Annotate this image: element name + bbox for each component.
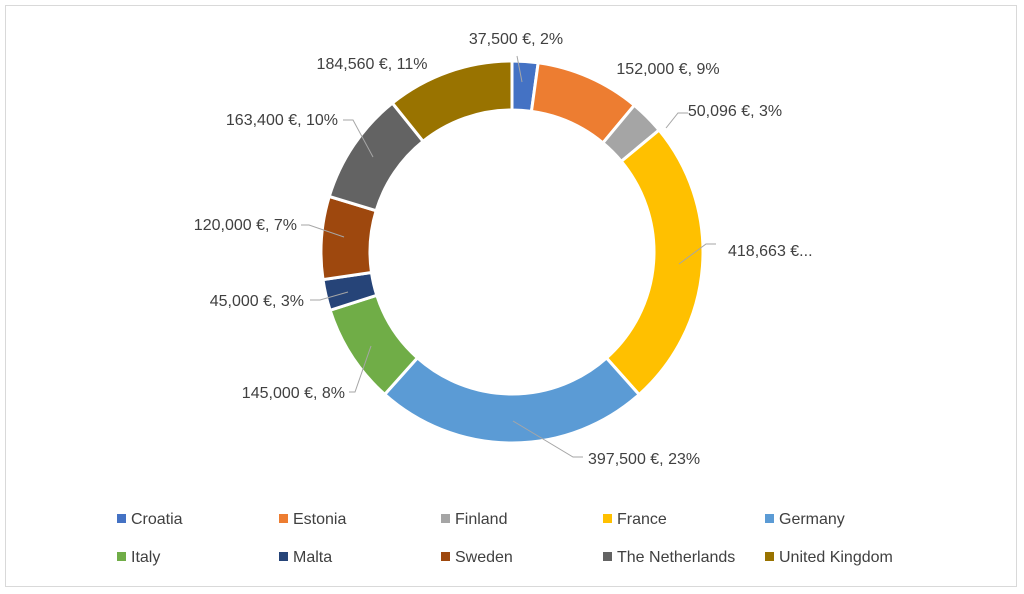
legend-label-croatia: Croatia <box>131 511 183 528</box>
legend-item-croatia: Croatia <box>117 511 183 528</box>
legend-swatch-united-kingdom <box>765 552 774 561</box>
data-label-croatia: 37,500 €, 2% <box>469 31 563 48</box>
legend-label-malta: Malta <box>293 549 332 566</box>
legend-item-finland: Finland <box>441 511 507 528</box>
legend-swatch-italy <box>117 552 126 561</box>
legend-label-italy: Italy <box>131 549 160 566</box>
legend-swatch-malta <box>279 552 288 561</box>
leader-line-germany <box>512 420 583 458</box>
legend-label-the-netherlands: The Netherlands <box>617 549 735 566</box>
data-label-the-netherlands: 163,400 €, 10% <box>226 112 338 129</box>
slice-germany <box>382 355 642 445</box>
leader-line-finland <box>665 112 688 129</box>
data-label-finland: 50,096 €, 3% <box>688 103 782 120</box>
legend: Croatia Estonia Finland France Germany Italy M… <box>117 511 893 566</box>
legend-swatch-germany <box>765 514 774 523</box>
leader-line-croatia <box>516 55 523 83</box>
legend-label-finland: Finland <box>455 511 507 528</box>
legend-label-france: France <box>617 511 667 528</box>
slice-united-kingdom <box>390 59 514 144</box>
legend-label-germany: Germany <box>779 511 845 528</box>
legend-label-sweden: Sweden <box>455 549 513 566</box>
legend-swatch-france <box>603 514 612 523</box>
legend-item-united-kingdom: United Kingdom <box>765 549 893 566</box>
leader-line-sweden <box>301 224 345 238</box>
leader-lines-group <box>301 55 716 458</box>
legend-item-italy: Italy <box>117 549 160 566</box>
legend-label-united-kingdom: United Kingdom <box>779 549 893 566</box>
data-labels-group: 37,500 €, 2% 152,000 €, 9% 50,096 €, 3% 418… <box>194 31 813 468</box>
legend-item-malta: Malta <box>279 549 332 566</box>
legend-swatch-the-netherlands <box>603 552 612 561</box>
data-label-italy: 145,000 €, 8% <box>242 385 345 402</box>
data-label-france: 418,663 €... <box>728 243 813 260</box>
leader-line-italy <box>349 345 372 393</box>
leader-line-the-netherlands <box>343 119 374 158</box>
leader-line-france <box>678 243 716 265</box>
legend-swatch-sweden <box>441 552 450 561</box>
legend-item-estonia: Estonia <box>279 511 346 528</box>
legend-item-france: France <box>603 511 667 528</box>
data-label-sweden: 120,000 €, 7% <box>194 217 297 234</box>
legend-swatch-finland <box>441 514 450 523</box>
legend-label-estonia: Estonia <box>293 511 346 528</box>
data-label-estonia: 152,000 €, 9% <box>616 61 719 78</box>
slice-france <box>604 127 705 397</box>
legend-item-the-netherlands: The Netherlands <box>603 549 735 566</box>
leader-line-malta <box>310 291 349 301</box>
legend-item-sweden: Sweden <box>441 549 513 566</box>
data-label-united-kingdom: 184,560 €, 11% <box>317 56 428 73</box>
data-label-germany: 397,500 €, 23% <box>588 451 700 468</box>
slices-group <box>319 59 705 445</box>
legend-item-germany: Germany <box>765 511 845 528</box>
legend-swatch-croatia <box>117 514 126 523</box>
legend-swatch-estonia <box>279 514 288 523</box>
data-label-malta: 45,000 €, 3% <box>210 293 304 310</box>
